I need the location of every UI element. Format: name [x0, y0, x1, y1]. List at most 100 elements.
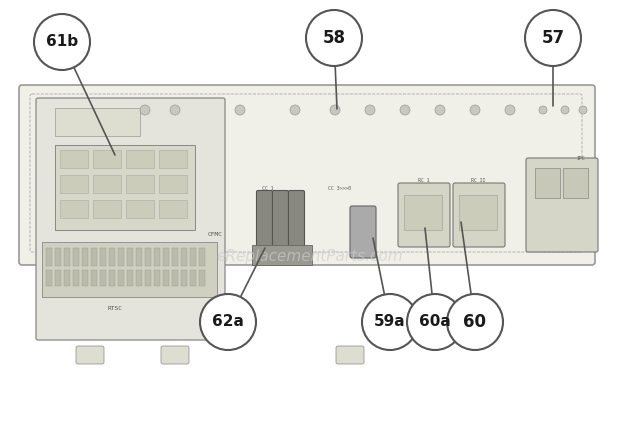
Circle shape — [447, 294, 503, 350]
Bar — [109, 248, 115, 266]
Bar — [64, 248, 70, 266]
Bar — [535, 168, 560, 198]
Bar — [404, 195, 442, 230]
Bar — [172, 270, 178, 286]
Bar — [60, 200, 88, 218]
Bar — [459, 195, 497, 230]
Bar — [181, 248, 187, 266]
Text: 60a: 60a — [419, 315, 451, 329]
Text: RTSC: RTSC — [107, 305, 123, 310]
Text: 60: 60 — [464, 313, 487, 331]
Circle shape — [400, 105, 410, 115]
Text: eReplacementParts.com: eReplacementParts.com — [216, 249, 404, 264]
Bar — [126, 175, 154, 193]
Bar — [91, 248, 97, 266]
Bar — [199, 248, 205, 266]
Circle shape — [435, 105, 445, 115]
Text: 62a: 62a — [212, 315, 244, 329]
Bar — [172, 248, 178, 266]
Bar — [60, 150, 88, 168]
Text: 59a: 59a — [374, 315, 406, 329]
FancyBboxPatch shape — [19, 85, 595, 265]
Bar — [199, 270, 205, 286]
Circle shape — [505, 105, 515, 115]
Text: CC 3>>>0: CC 3>>>0 — [329, 186, 352, 191]
Bar — [100, 248, 106, 266]
FancyBboxPatch shape — [76, 346, 104, 364]
Bar — [127, 248, 133, 266]
Bar — [82, 270, 88, 286]
Text: 61b: 61b — [46, 34, 78, 50]
Circle shape — [561, 106, 569, 114]
Bar — [118, 270, 124, 286]
Circle shape — [200, 294, 256, 350]
Bar — [100, 270, 106, 286]
FancyBboxPatch shape — [161, 346, 189, 364]
Circle shape — [470, 105, 480, 115]
Bar — [93, 200, 121, 218]
Bar — [190, 270, 196, 286]
Text: CC 1: CC 1 — [262, 186, 274, 191]
Circle shape — [365, 105, 375, 115]
Bar — [46, 248, 52, 266]
Text: CFMC: CFMC — [208, 232, 223, 237]
Circle shape — [330, 105, 340, 115]
FancyBboxPatch shape — [398, 183, 450, 247]
FancyBboxPatch shape — [453, 183, 505, 247]
Bar — [55, 270, 61, 286]
Bar — [136, 248, 142, 266]
Bar — [154, 270, 160, 286]
Bar — [60, 175, 88, 193]
Bar — [91, 270, 97, 286]
Circle shape — [306, 10, 362, 66]
FancyBboxPatch shape — [526, 158, 598, 252]
Bar — [163, 248, 169, 266]
Bar — [145, 248, 151, 266]
Circle shape — [290, 105, 300, 115]
Bar — [82, 248, 88, 266]
Bar — [190, 248, 196, 266]
Bar — [126, 200, 154, 218]
Circle shape — [34, 14, 90, 70]
Text: RC II: RC II — [471, 179, 485, 183]
Circle shape — [170, 105, 180, 115]
Bar — [55, 108, 140, 136]
Bar — [136, 270, 142, 286]
Circle shape — [525, 10, 581, 66]
Bar — [73, 248, 79, 266]
Bar — [563, 168, 588, 198]
Bar — [181, 270, 187, 286]
Text: RC 1: RC 1 — [418, 179, 430, 183]
Bar — [73, 270, 79, 286]
Bar — [42, 242, 217, 297]
Bar — [127, 270, 133, 286]
Text: IPC: IPC — [577, 156, 585, 160]
Bar — [46, 270, 52, 286]
FancyBboxPatch shape — [288, 191, 304, 262]
Bar — [154, 248, 160, 266]
Bar — [126, 150, 154, 168]
Bar — [252, 245, 312, 265]
Circle shape — [407, 294, 463, 350]
FancyBboxPatch shape — [273, 191, 288, 262]
Circle shape — [140, 105, 150, 115]
Bar — [93, 175, 121, 193]
Bar — [93, 150, 121, 168]
Text: 57: 57 — [541, 29, 565, 47]
Text: 58: 58 — [322, 29, 345, 47]
Bar — [159, 150, 187, 168]
Circle shape — [539, 106, 547, 114]
Bar — [55, 145, 195, 230]
Circle shape — [362, 294, 418, 350]
Circle shape — [235, 105, 245, 115]
Bar — [109, 270, 115, 286]
Bar — [145, 270, 151, 286]
FancyBboxPatch shape — [350, 206, 376, 258]
FancyBboxPatch shape — [336, 346, 364, 364]
Circle shape — [579, 106, 587, 114]
Bar — [159, 200, 187, 218]
Bar — [159, 175, 187, 193]
FancyBboxPatch shape — [36, 98, 225, 340]
Bar — [64, 270, 70, 286]
Bar — [55, 248, 61, 266]
